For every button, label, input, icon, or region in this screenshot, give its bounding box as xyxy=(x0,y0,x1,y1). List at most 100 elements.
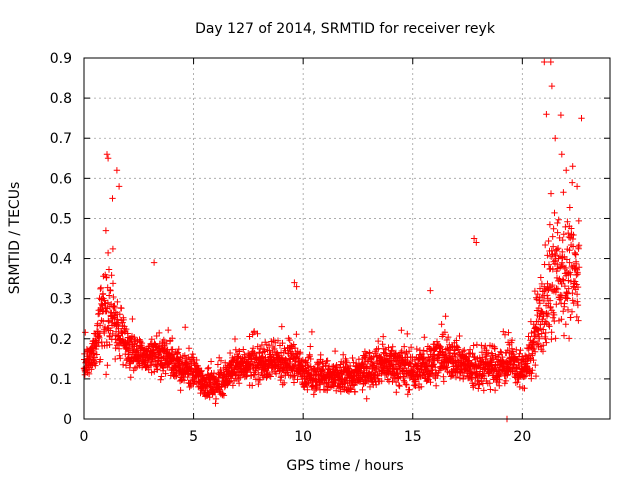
data-point xyxy=(100,318,107,325)
data-point xyxy=(543,111,550,118)
data-point xyxy=(405,348,413,355)
data-point xyxy=(481,372,488,380)
data-point xyxy=(122,362,130,369)
data-point xyxy=(483,353,490,360)
data-point xyxy=(532,361,539,369)
data-point xyxy=(370,353,377,360)
data-point xyxy=(398,347,405,355)
data-point xyxy=(530,356,537,364)
data-point xyxy=(452,353,459,361)
data-point xyxy=(82,329,89,336)
data-point xyxy=(561,300,568,307)
data-point xyxy=(110,293,117,301)
data-point xyxy=(502,377,510,385)
data-point xyxy=(574,270,581,278)
data-point xyxy=(432,382,440,389)
data-point xyxy=(363,364,371,371)
data-point xyxy=(551,209,558,217)
data-point xyxy=(491,345,499,352)
data-point xyxy=(214,361,222,368)
data-point xyxy=(544,292,551,299)
data-point xyxy=(460,372,468,379)
data-point xyxy=(554,285,562,293)
data-point xyxy=(115,345,123,352)
data-point xyxy=(562,321,569,328)
data-point xyxy=(547,190,555,197)
data-point xyxy=(496,376,503,383)
y-tick-label: 0.2 xyxy=(50,332,72,348)
data-point xyxy=(553,285,560,292)
data-point xyxy=(560,231,567,238)
data-point xyxy=(476,381,483,388)
data-point xyxy=(406,386,413,393)
data-point xyxy=(552,335,559,342)
data-point xyxy=(443,336,451,344)
data-point xyxy=(174,349,181,356)
data-point xyxy=(290,341,297,348)
data-points xyxy=(80,58,585,423)
y-tick-label: 0 xyxy=(63,412,72,428)
data-point xyxy=(232,346,239,353)
data-point xyxy=(567,234,574,241)
data-point xyxy=(346,362,354,370)
data-point xyxy=(445,333,452,341)
data-point xyxy=(193,356,200,364)
data-point xyxy=(461,346,468,354)
data-point xyxy=(564,218,571,225)
data-point xyxy=(521,373,528,380)
data-point xyxy=(105,266,113,273)
y-tick-label: 0.1 xyxy=(50,372,72,388)
data-point xyxy=(534,326,541,333)
data-point xyxy=(256,376,264,383)
chart-title: Day 127 of 2014, SRMTID for receiver rey… xyxy=(195,21,496,37)
data-point xyxy=(97,356,104,363)
data-point xyxy=(310,391,317,398)
data-point xyxy=(555,216,562,223)
data-point xyxy=(103,273,110,281)
data-point xyxy=(453,337,460,344)
data-point xyxy=(96,322,104,329)
data-point xyxy=(572,251,579,258)
data-point xyxy=(115,183,123,190)
data-point xyxy=(560,308,567,315)
data-point xyxy=(466,357,473,364)
data-point xyxy=(413,345,420,353)
data-point xyxy=(384,369,391,376)
data-point xyxy=(521,385,528,392)
data-point xyxy=(560,189,567,196)
data-point xyxy=(541,58,548,66)
data-point xyxy=(550,311,558,319)
data-point xyxy=(105,318,112,325)
data-point xyxy=(169,335,176,342)
data-point xyxy=(206,383,214,390)
data-point xyxy=(294,376,301,383)
data-point xyxy=(529,367,536,374)
data-point xyxy=(339,371,346,379)
y-tick-label: 0.8 xyxy=(50,91,72,107)
data-point xyxy=(488,350,495,357)
data-point xyxy=(229,382,237,389)
data-point xyxy=(565,285,572,292)
data-point xyxy=(563,167,570,174)
data-point xyxy=(549,233,556,240)
data-point xyxy=(93,351,100,358)
data-point xyxy=(307,355,314,363)
data-point xyxy=(559,248,566,256)
data-point xyxy=(366,350,373,357)
data-point xyxy=(542,241,549,249)
data-point xyxy=(569,297,576,304)
data-point xyxy=(271,345,278,353)
data-point xyxy=(171,372,179,379)
data-point xyxy=(401,343,408,350)
data-point xyxy=(107,287,114,294)
y-tick-label: 0.9 xyxy=(50,51,72,67)
data-point xyxy=(375,337,382,345)
data-point xyxy=(525,351,533,359)
data-point xyxy=(104,299,112,306)
data-point xyxy=(393,371,401,378)
data-point xyxy=(566,259,573,266)
x-tick-label: 20 xyxy=(513,429,531,445)
data-point xyxy=(404,330,411,338)
data-point xyxy=(197,368,205,375)
data-point xyxy=(104,362,111,369)
